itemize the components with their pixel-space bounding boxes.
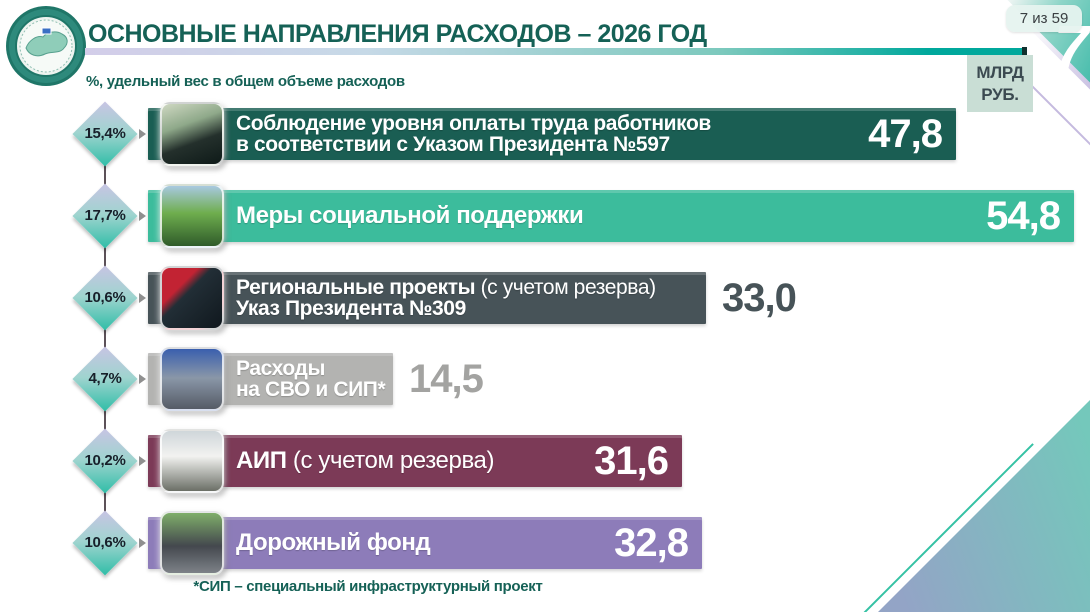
bar-label-segment: Дорожный фонд bbox=[236, 528, 431, 556]
share-diamond-pointer-icon bbox=[139, 374, 146, 384]
bar-label-line: Региональные проекты (с учетом резерва) bbox=[236, 275, 657, 299]
bar-label: Расходы на СВО и СИП* bbox=[236, 353, 386, 405]
unit-badge: МЛРД РУБ. bbox=[967, 55, 1033, 112]
footnote: *СИП – специальный инфраструктурный прое… bbox=[193, 578, 543, 595]
bar-3 bbox=[148, 272, 706, 324]
money-calculator-photo bbox=[160, 102, 224, 166]
red-banner-photo bbox=[160, 266, 224, 330]
share-diamond-pointer-icon bbox=[139, 538, 146, 548]
bar-label-line: Расходы bbox=[236, 356, 385, 380]
building-photo bbox=[160, 429, 224, 493]
bar-label-segment: на СВО и СИП* bbox=[236, 378, 386, 401]
bar-value: 31,6 bbox=[594, 438, 669, 483]
share-connector-line bbox=[104, 134, 106, 543]
bar-label-segment: Расходы bbox=[236, 356, 325, 380]
bottom-right-triangle-decoration bbox=[878, 400, 1090, 612]
bar-value: 14,5 bbox=[409, 356, 484, 401]
playground-people-photo bbox=[160, 184, 224, 248]
share-percent: 10,6% bbox=[84, 534, 126, 551]
share-percent: 15,4% bbox=[84, 125, 126, 142]
coins-photo bbox=[160, 347, 224, 411]
bar-value: 47,8 bbox=[868, 111, 943, 156]
share-diamond-pointer-icon bbox=[139, 211, 146, 221]
road-photo bbox=[160, 511, 224, 575]
title-underline bbox=[85, 47, 1027, 56]
bar-label: Дорожный фонд bbox=[236, 517, 431, 569]
bar-label-segment: (с учетом резерва) bbox=[292, 446, 495, 474]
bar-label-line: АИП (с учетом резерва) bbox=[236, 446, 495, 474]
bar-label-segment: (с учетом резерва) bbox=[480, 275, 657, 299]
chart-subtitle: %, удельный вес в общем объеме расходов bbox=[86, 73, 405, 90]
bar-label-line: на СВО и СИП* bbox=[236, 378, 386, 401]
bar-label-line: Указ Президента №309 bbox=[236, 298, 656, 319]
bar-5 bbox=[148, 435, 682, 487]
share-percent: 10,2% bbox=[84, 452, 126, 469]
bar-label: Меры социальной поддержки bbox=[236, 190, 584, 242]
bar-label-segment: в соответствии с Указом Президента №597 bbox=[236, 133, 670, 156]
share-percent: 10,6% bbox=[84, 289, 126, 306]
share-diamond-pointer-icon bbox=[139, 456, 146, 466]
bar-2 bbox=[148, 190, 1074, 242]
unit-badge-line1: МЛРД bbox=[976, 63, 1024, 83]
bar-value: 32,8 bbox=[614, 520, 689, 565]
bar-label: Региональные проекты (с учетом резерва) У… bbox=[236, 272, 656, 324]
bar-label-segment: АИП bbox=[236, 446, 293, 474]
bar-label-line: Дорожный фонд bbox=[236, 528, 431, 556]
share-diamond-pointer-icon bbox=[139, 293, 146, 303]
share-diamond-pointer-icon bbox=[139, 129, 146, 139]
bar-label-segment: Указ Президента №309 bbox=[236, 297, 466, 320]
bar-value: 54,8 bbox=[986, 193, 1061, 238]
finance-committee-emblem-logo bbox=[6, 6, 86, 86]
bar-6 bbox=[148, 517, 702, 569]
page-title: ОСНОВНЫЕ НАПРАВЛЕНИЯ РАСХОДОВ – 2026 ГОД bbox=[88, 20, 707, 48]
bar-label-line: Меры социальной поддержки bbox=[236, 201, 584, 229]
bar-label-segment: Региональные проекты bbox=[236, 275, 481, 299]
bar-value: 33,0 bbox=[722, 275, 797, 320]
share-percent: 17,7% bbox=[84, 207, 126, 224]
share-percent: 4,7% bbox=[88, 370, 122, 387]
bar-label-line: Соблюдение уровня оплаты труда работнико… bbox=[236, 111, 711, 135]
bar-label-line: в соответствии с Указом Президента №597 bbox=[236, 134, 711, 155]
bar-label-segment: Соблюдение уровня оплаты труда работнико… bbox=[236, 111, 711, 135]
unit-badge-line2: РУБ. bbox=[981, 84, 1019, 104]
bar-label-segment: Меры социальной поддержки bbox=[236, 201, 584, 229]
bar-1 bbox=[148, 108, 956, 160]
bar-label: АИП (с учетом резерва) bbox=[236, 435, 494, 487]
bar-label: Соблюдение уровня оплаты труда работнико… bbox=[236, 108, 711, 160]
page-indicator: 7 из 59 bbox=[1006, 5, 1082, 32]
